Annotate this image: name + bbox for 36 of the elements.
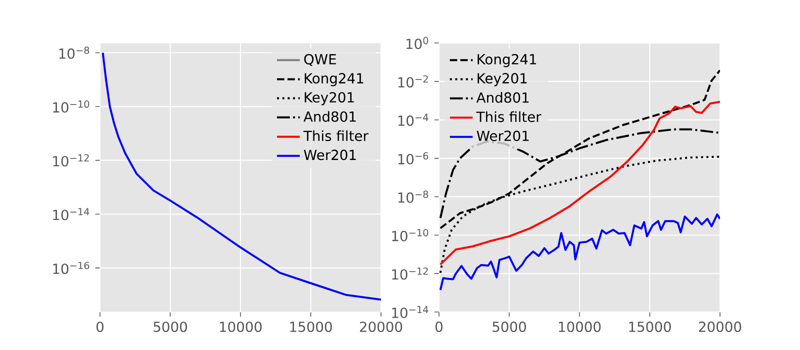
y-tick-label: 10$^{−16}$ [53,262,90,274]
legend-label: QWE [304,54,336,66]
legend-label: Wer201 [476,130,529,142]
y-tick-label: 10$^{−8}$ [59,46,90,59]
x-tick-label: 5000 [154,322,187,332]
legend-label: Wer201 [304,150,356,160]
y-tick-label: 10$^{−4}$ [398,114,428,126]
y-tick-label: 10$^{−10}$ [392,229,428,242]
y-tick-label: 10$^{0}$ [406,36,428,50]
x-tick-label: 5000 [492,322,526,332]
legend-label: And801 [476,92,529,103]
y-tick-label: 10$^{−2}$ [398,75,428,88]
legend-label: This filter [303,130,368,142]
y-tick-label: 10$^{−12}$ [392,267,428,280]
x-tick-label: 20000 [698,322,742,332]
legend-label: Kong241 [478,54,536,68]
x-tick-label: 15000 [629,322,671,332]
legend-label: Key201 [304,92,354,106]
legend-label: And801 [304,111,356,122]
x-tick-label: 15000 [290,322,332,332]
y-tick-label: 10$^{−10}$ [53,100,90,113]
y-tick-label: 10$^{−8}$ [398,190,428,203]
x-tick-label: 20000 [360,322,402,332]
y-tick-label: 10$^{−14}$ [53,208,90,220]
legend-label: Key201 [478,73,527,86]
legend-label: This filter [476,111,542,122]
x-tick-label: 0 [436,322,442,332]
x-tick-label: 0 [96,322,104,332]
x-tick-label: 10000 [220,322,262,332]
y-tick-label: 10$^{−6}$ [398,152,428,164]
line-series [102,52,381,301]
y-tick-label: 10$^{−12}$ [53,154,89,166]
x-tick-label: 10000 [558,322,601,332]
legend-label: Kong241 [304,73,364,86]
line-series [439,213,720,291]
y-tick-label: 10$^{−14}$ [392,306,428,318]
